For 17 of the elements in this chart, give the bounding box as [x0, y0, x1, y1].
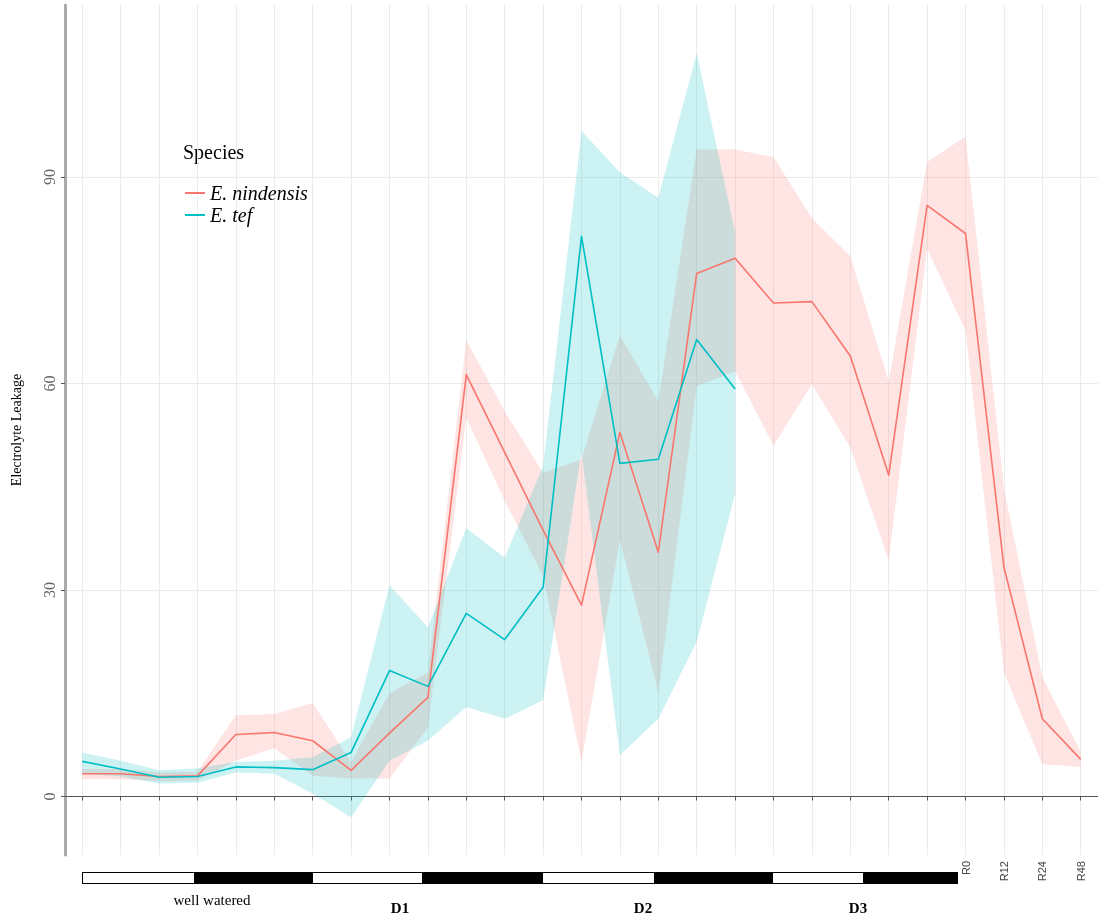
legend-title: Species: [183, 141, 245, 164]
text: D1: [390, 900, 410, 915]
text: D2: [633, 900, 653, 915]
text: well watered: [173, 892, 252, 908]
y-tick-label: 30: [40, 582, 58, 599]
legend-label: E. tef: [209, 204, 255, 227]
x-tick-label: R0: [959, 861, 972, 876]
x-tick-label: R12: [997, 861, 1010, 882]
x-tick-label: R24: [1036, 861, 1049, 882]
text: D3: [848, 900, 868, 915]
y-tick-label: 60: [40, 375, 58, 392]
y-tick-label: 0: [40, 792, 58, 801]
x-tick-label: R48: [1074, 861, 1087, 882]
y-axis-title: Electrolyte Leakage: [8, 373, 24, 487]
y-tick-label: 90: [40, 169, 58, 186]
legend-label: E. nindensis: [209, 182, 308, 204]
line-series: [81, 235, 736, 779]
